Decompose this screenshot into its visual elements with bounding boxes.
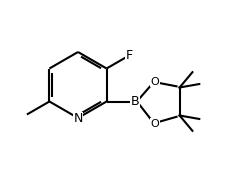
Text: F: F [125, 49, 133, 62]
Text: O: O [150, 118, 159, 129]
Text: O: O [150, 76, 159, 87]
Text: B: B [130, 95, 139, 108]
Text: N: N [73, 112, 83, 125]
